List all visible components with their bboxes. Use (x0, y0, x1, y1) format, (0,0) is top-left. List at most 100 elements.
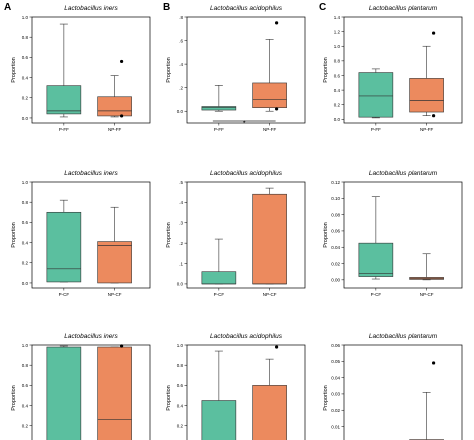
box-np-ff (97, 59, 132, 118)
outlier-point (432, 31, 436, 35)
outlier-point (432, 361, 436, 365)
y-tick-label: 0.6 (22, 383, 29, 388)
plot-frame (186, 344, 306, 440)
box-p-cf (201, 238, 237, 285)
x-tick-label: P-CF (371, 292, 382, 297)
iqr-box (97, 241, 132, 284)
iqr-box (201, 106, 237, 111)
y-axis-label: Proportion (323, 385, 329, 410)
y-tick-label: 1.0 (177, 343, 184, 348)
y-axis-label: Proportion (166, 222, 172, 247)
outlier-point (275, 21, 279, 25)
box-np-cf (252, 187, 287, 285)
y-tick-label: 0.4 (22, 240, 29, 245)
box-p-vs (201, 350, 237, 440)
y-tick-label: 0.6 (177, 383, 184, 388)
plot-frame (186, 16, 306, 124)
box-p-vs (46, 345, 82, 440)
iqr-box (252, 193, 287, 285)
chart-title: Lactobacillus acidophilus (210, 5, 283, 12)
y-tick-label: 0.2 (177, 424, 184, 429)
y-tick-label: 0.2 (334, 103, 341, 108)
significance-marker-1: * (212, 121, 276, 128)
y-tick-label: 0.4 (177, 403, 184, 408)
y-tick-label: 0.6 (334, 73, 341, 78)
y-tick-label: .4 (179, 200, 183, 205)
x-tick-label: NP-CF (420, 292, 434, 297)
y-tick-label: 0.08 (331, 212, 340, 217)
panel-letter-c: C (319, 2, 327, 13)
y-tick-label: 0.05 (331, 359, 340, 364)
y-tick-label: 0.6 (22, 220, 29, 225)
y-tick-label: .5 (179, 180, 183, 185)
y-tick-label: .2 (179, 85, 183, 90)
plot-frame (343, 16, 463, 124)
plot-frame (343, 344, 463, 440)
y-tick-label: 1.0 (22, 180, 29, 185)
y-axis-label: Proportion (11, 222, 17, 247)
y-tick-label: 0.8 (177, 363, 184, 368)
y-tick-label: 1.0 (22, 15, 29, 20)
y-tick-label: 1.0 (334, 44, 341, 49)
y-axis-label: Proportion (166, 385, 172, 410)
iqr-box (97, 346, 132, 440)
box-p-ff (46, 23, 82, 118)
plot-frame (186, 181, 306, 289)
y-tick-label: 0.8 (22, 200, 29, 205)
chart-panel-1: Lactobacillus iners Proportion 0.0 0.2 0.4 0.… (11, 5, 151, 132)
y-tick-label: 0.0 (22, 116, 29, 121)
outlier-point (120, 114, 124, 118)
plot-frame (343, 181, 463, 289)
plot-frame (31, 344, 151, 440)
chart-panel-9: Lactobacillus plantarumProportion0.000.0… (323, 333, 463, 440)
chart-panel-2: Lactobacillus acidophilus Proportion 0.0 .2… (166, 5, 306, 132)
y-tick-label: 1.2 (334, 29, 341, 34)
chart-title: Lactobacillus iners (64, 170, 118, 177)
panel-letter-a: A (4, 2, 12, 13)
x-tick-label: P-FF (371, 127, 381, 132)
box-np-ff (409, 31, 444, 118)
outlier-point (120, 344, 124, 348)
box-p-ff (358, 68, 394, 119)
chart-panel-4: Lactobacillus iners Proportion 0.0 0.2 0.4 0.… (11, 170, 151, 297)
y-tick-label: .8 (179, 15, 183, 20)
y-tick-label: 0.00 (331, 278, 340, 283)
chart-panel-8: Lactobacillus acidophilusProportion0.00.… (166, 333, 306, 440)
y-tick-label: 1.0 (22, 343, 29, 348)
y-tick-label: 0.8 (22, 35, 29, 40)
iqr-box (97, 96, 132, 117)
box-np-cf (97, 206, 132, 284)
iqr-box (201, 271, 237, 285)
y-axis-label: Proportion (166, 57, 172, 82)
y-tick-label: 0.8 (334, 59, 341, 64)
y-tick-label: 0.4 (22, 75, 29, 80)
box-np-cf (409, 253, 444, 281)
iqr-box (252, 385, 287, 440)
y-tick-label: 0.0 (22, 281, 29, 286)
y-tick-label: 0.03 (331, 392, 340, 397)
y-tick-label: 1.4 (334, 15, 341, 20)
iqr-box (409, 78, 444, 113)
x-tick-label: NP-CF (263, 292, 277, 297)
y-tick-label: 0.02 (331, 261, 340, 266)
x-tick-label: P-CF (214, 292, 225, 297)
x-tick-label: P-FF (214, 127, 224, 132)
iqr-box (46, 211, 82, 283)
box-np-vs (252, 345, 287, 440)
y-tick-label: 0.4 (334, 88, 341, 93)
y-tick-label: 0.02 (331, 408, 340, 413)
chart-panel-6: Lactobacillus plantarum Proportion 0.00 0.0… (323, 170, 463, 297)
chart-title: Lactobacillus plantarum (369, 170, 438, 177)
x-tick-label: NP-FF (420, 127, 433, 132)
box-p-cf (46, 199, 82, 283)
plot-frame (31, 181, 151, 289)
x-tick-label: P-CF (59, 292, 70, 297)
box-np-vs (409, 361, 444, 440)
iqr-box (358, 72, 394, 118)
x-tick-label: NP-FF (263, 127, 276, 132)
x-tick-label: P-FF (59, 127, 69, 132)
outlier-point (275, 107, 279, 111)
y-tick-label: 0.2 (22, 261, 29, 266)
y-tick-label: 0.0 (177, 282, 184, 287)
